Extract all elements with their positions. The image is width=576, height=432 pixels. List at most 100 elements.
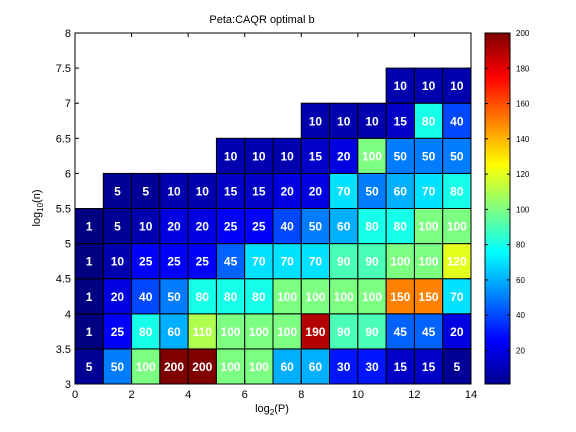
cell-value-label: 80 [450,184,464,198]
cell-value-label: 5 [114,184,121,198]
cell-value-label: 1 [86,290,93,304]
colorbar-tick-label: 80 [516,241,525,250]
cell-value-label: 45 [394,325,408,339]
cell-value-label: 15 [422,360,436,374]
heatmap-cell [272,313,302,350]
cell-value-label: 40 [139,290,153,304]
heatmap-cell [300,278,331,315]
cell-value-label: 190 [305,325,325,339]
cell-value-label: 100 [390,255,410,269]
cell-value-label: 90 [365,325,379,339]
colorbar-tick-label: 100 [516,205,530,214]
heatmap-cell [300,102,331,139]
cell-value-label: 100 [362,290,382,304]
heatmap-cell [215,208,246,245]
y-tick-label: 8 [65,28,71,40]
heatmap-cell [413,67,444,104]
colorbar-tick-label: 20 [516,346,525,355]
cell-value-label: 70 [422,184,436,198]
heatmap-cell [187,313,217,350]
colorbar-tick-label: 180 [516,64,530,73]
colorbar [484,32,511,385]
cell-value-label: 30 [365,360,379,374]
heatmap-cell [187,278,217,315]
heatmap-cell [442,243,472,280]
cell-value-label: 100 [136,360,156,374]
heatmap-cell [357,278,387,315]
cell-value-label: 15 [252,184,266,198]
cell-value-label: 20 [280,184,294,198]
cell-value-label: 50 [450,149,464,163]
colorbar-tick-label: 160 [516,100,530,109]
colorbar-tick-label: 120 [516,170,530,179]
heatmap-cell [159,243,189,280]
cell-value-label: 10 [167,184,181,198]
heatmap-cell [131,348,161,385]
heatmap-cell [215,243,246,280]
heatmap-cell [131,208,161,245]
cell-value-label: 70 [450,290,464,304]
heatmap-cell [244,278,274,315]
heatmap-cell [413,348,444,385]
y-tick-label: 4 [65,309,71,321]
y-tick-label: 3.5 [56,344,71,356]
y-tick-label: 6 [65,168,71,180]
cell-value-label: 10 [111,255,125,269]
cell-value-label: 25 [167,255,181,269]
cell-value-label: 60 [309,360,323,374]
x-tick-label: 14 [465,389,477,401]
y-tick-label: 5 [65,239,71,251]
cell-value-label: 80 [365,220,379,234]
heatmap-cell [300,348,331,385]
cell-value-label: 70 [309,255,323,269]
cell-value-label: 50 [394,149,408,163]
colorbar-tick-label: 60 [516,276,525,285]
cell-value-label: 20 [309,184,323,198]
heatmap-cell [413,208,444,245]
heatmap-cell [74,243,104,280]
cell-value-label: 80 [196,290,210,304]
heatmap-cell [131,278,161,315]
cell-value-label: 90 [365,255,379,269]
cell-value-label: 25 [111,325,125,339]
cell-value-label: 100 [362,149,382,163]
heatmap-cell [131,313,161,350]
cell-value-label: 100 [419,255,439,269]
cell-value-label: 100 [249,360,269,374]
cell-value-label: 10 [422,79,436,93]
cell-value-label: 120 [447,255,467,269]
x-tick-label: 6 [242,389,248,401]
cell-value-label: 100 [419,220,439,234]
x-tick-label: 10 [352,389,364,401]
heatmap-cell [329,172,359,209]
cell-value-label: 200 [164,360,184,374]
heatmap-cell [159,313,189,350]
cell-value-label: 45 [224,255,238,269]
heatmap-cell [272,348,302,385]
cell-value-label: 100 [447,220,467,234]
y-tick-label: 7 [65,98,71,110]
cell-value-label: 50 [365,184,379,198]
cell-value-label: 100 [277,325,297,339]
colorbar-tick-label: 40 [516,311,525,320]
heatmap-cell [329,208,359,245]
heatmap-cell [272,137,302,174]
cell-value-label: 50 [422,149,436,163]
cell-value-label: 100 [221,360,241,374]
cell-value-label: 70 [252,255,266,269]
y-tick-label: 6.5 [56,133,71,145]
cell-value-label: 50 [111,360,125,374]
heatmap-cell [102,313,133,350]
heatmap-cell [385,208,415,245]
cell-value-label: 150 [419,290,439,304]
y-tick-label: 4.5 [56,274,71,286]
y-axis-label: log10(n) [31,189,45,226]
cell-value-label: 100 [305,290,325,304]
cell-value-label: 200 [192,360,212,374]
cell-value-label: 50 [167,290,181,304]
heatmap-cell [385,313,415,350]
cell-value-label: 10 [309,114,323,128]
cell-value-label: 50 [309,220,323,234]
heatmap-cell [357,137,387,174]
